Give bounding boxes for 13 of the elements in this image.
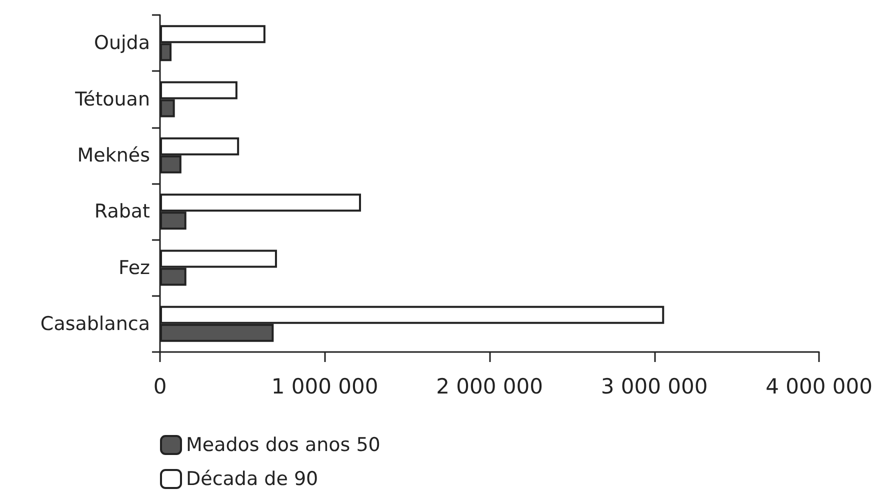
- legend-label: Meados dos anos 50: [186, 434, 380, 456]
- y-tick-label: Meknés: [77, 144, 150, 166]
- y-tick-label: Rabat: [94, 200, 150, 223]
- x-tick-label: 1 000 000: [271, 374, 378, 398]
- y-tick-label: Casablanca: [40, 312, 150, 335]
- x-tick-label: 4 000 000: [766, 374, 872, 398]
- y-tick-label: Oujda: [94, 32, 150, 54]
- legend-label: Década de 90: [186, 468, 318, 490]
- x-tick-label: 0: [153, 374, 167, 398]
- y-tick-label: Tétouan: [74, 88, 150, 110]
- y-tick-label: Fez: [118, 256, 150, 279]
- x-tick-label: 2 000 000: [436, 374, 543, 398]
- x-tick-label: 3 000 000: [600, 374, 708, 398]
